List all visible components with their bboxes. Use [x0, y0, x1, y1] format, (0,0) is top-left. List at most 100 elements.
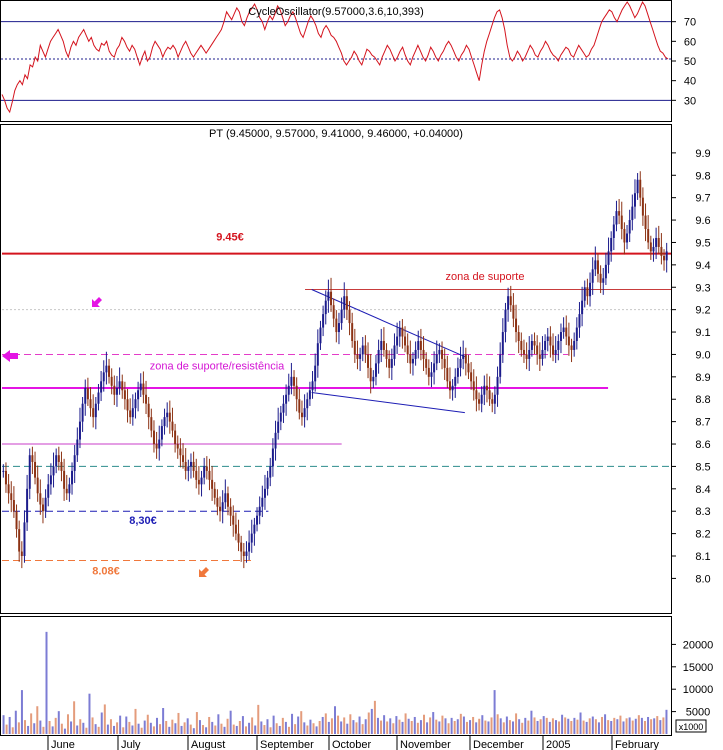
volume-bar: [232, 724, 235, 734]
price-bar-body: [76, 439, 79, 456]
volume-bar: [343, 717, 346, 734]
volume-bar: [548, 721, 551, 734]
volume-bar: [251, 717, 254, 734]
volume-bar: [554, 720, 557, 734]
price-bar-body: [454, 376, 457, 386]
price-bar-body: [649, 242, 652, 252]
price-bar-body: [182, 455, 185, 462]
price-y-tick-label: 8.2: [695, 529, 710, 541]
volume-bar: [149, 722, 152, 734]
volume-bar: [438, 721, 441, 734]
volume-bar: [545, 717, 548, 734]
volume-bar: [456, 719, 459, 734]
price-bar-body: [4, 470, 7, 485]
price-bar-body: [179, 448, 182, 456]
price-bar-body: [94, 403, 97, 418]
price-bar-body: [314, 365, 317, 382]
price-bar-body: [470, 372, 473, 382]
volume-bar: [321, 716, 324, 734]
price-bar-body: [573, 341, 576, 350]
price-bar-body: [171, 421, 174, 431]
price-bar-body: [126, 399, 129, 411]
price-bar-body: [406, 345, 409, 355]
volume-bar: [487, 721, 490, 734]
price-bar-body: [12, 500, 15, 512]
price-bar-body: [652, 246, 655, 252]
price-level-label-945: 9.45€: [216, 232, 244, 244]
volume-bar: [134, 708, 137, 734]
price-bar-body: [145, 394, 148, 404]
volume-bar: [205, 727, 208, 734]
price-bar-body: [63, 470, 66, 489]
price-bar-body: [417, 341, 420, 350]
price-y-tick-label: 8.4: [695, 484, 710, 496]
price-bar-body: [168, 412, 171, 422]
price-bar-body: [599, 273, 602, 283]
volume-bar: [278, 725, 281, 734]
volume-bar: [389, 718, 392, 734]
volume-bar: [536, 721, 539, 734]
price-bar-body: [546, 336, 549, 342]
oscillator-panel: 30 40 50 60 70 CycleOscillator(9.57000,3.6,1…: [0, 0, 696, 122]
x-axis-label: 2005: [546, 739, 570, 750]
price-bar-body: [216, 497, 219, 507]
price-bar-body: [115, 388, 118, 395]
price-bar-body: [71, 470, 74, 485]
oscillator-y-tick-label: 50: [684, 56, 696, 68]
price-bar-body: [398, 327, 401, 337]
volume-bar: [202, 725, 205, 734]
volume-bar: [462, 716, 465, 734]
price-bar-body: [483, 385, 486, 395]
price-bar-body: [644, 215, 647, 230]
volume-bar: [643, 721, 646, 734]
price-bar-body: [496, 376, 499, 395]
price-bar-body: [330, 291, 333, 306]
price-bar-body: [390, 358, 393, 368]
price-bar-body: [195, 470, 198, 480]
volume-bar: [39, 720, 42, 734]
price-bar-body: [456, 367, 459, 377]
price-bar-body: [205, 466, 208, 471]
price-bar-body: [575, 327, 578, 342]
price-bar-body: [348, 309, 351, 324]
volume-bar: [429, 717, 432, 734]
volume-bar: [128, 721, 131, 734]
volume-bar: [521, 722, 524, 734]
volume-bar: [217, 714, 220, 734]
price-bar-body: [256, 515, 259, 525]
price-bar-body: [108, 365, 111, 377]
volume-y-tick-label: 20000: [683, 639, 714, 651]
volume-bar: [180, 725, 183, 734]
price-bar-body: [507, 296, 510, 310]
price-bar-body: [615, 211, 618, 225]
volume-bar: [100, 712, 103, 734]
price-bar-body: [26, 488, 29, 523]
volume-bar: [558, 721, 561, 734]
volume-bar: [349, 714, 352, 734]
volume-bar: [346, 723, 349, 734]
price-bar-body: [253, 524, 256, 534]
price-y-tick-label: 9.3: [695, 282, 710, 294]
volume-bar: [398, 719, 401, 734]
volume-bar: [364, 719, 367, 734]
price-bar-body: [660, 246, 663, 256]
volume-bar: [57, 711, 60, 734]
price-bar-body: [520, 341, 523, 350]
price-bar-body: [414, 349, 417, 359]
price-bar-body: [647, 229, 650, 243]
volume-bar: [334, 706, 336, 734]
volume-bar: [352, 720, 355, 734]
price-bar-body: [380, 341, 383, 350]
price-bar-body: [15, 511, 18, 530]
volume-bar: [312, 723, 315, 734]
volume-bar: [309, 719, 312, 734]
price-y-tick-label: 8.5: [695, 461, 710, 473]
volume-bar: [263, 725, 266, 734]
volume-bar: [297, 716, 300, 734]
price-bar-body: [372, 376, 375, 382]
volume-bar: [24, 720, 27, 734]
price-panel: 8.0 8.1 8.2 8.3 8.4 8.5 8.6 8.7 8.8 8.9 9.0 9.1 9.2 9…: [0, 124, 711, 614]
price-bar-body: [343, 296, 346, 310]
volume-bar: [162, 708, 165, 734]
x-axis-label: February: [615, 739, 660, 750]
